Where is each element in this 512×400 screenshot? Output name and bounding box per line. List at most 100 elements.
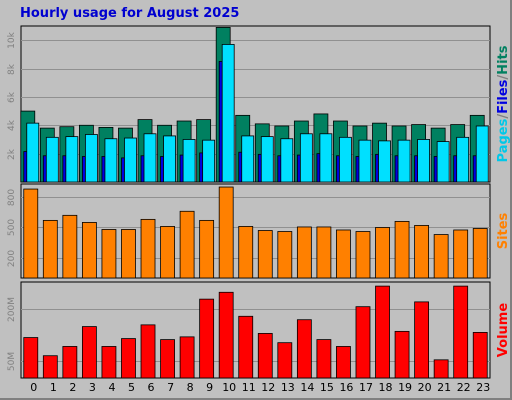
traffic-ytick-label: 2k — [7, 148, 17, 160]
bar-volume-11 — [238, 315, 254, 379]
xtick-label-16: 16 — [339, 381, 353, 394]
xtick-label-19: 19 — [398, 381, 412, 394]
bar-sites-22 — [453, 229, 469, 279]
bar-volume-18 — [375, 285, 390, 379]
sites-ytick-label: 200 — [7, 250, 17, 267]
traffic-ytick-label: 10k — [7, 31, 17, 48]
sites-legend-part: Sites — [496, 212, 511, 249]
bar-pages-7 — [163, 135, 176, 183]
traffic-ytick-label: 4k — [7, 119, 17, 131]
bar-pages-16 — [339, 136, 352, 183]
sites-legend-label: Sites — [496, 212, 511, 249]
bar-sites-2 — [62, 214, 78, 279]
bar-volume-15 — [316, 339, 332, 379]
xtick-label-10: 10 — [222, 381, 236, 394]
bar-pages-6 — [143, 133, 157, 183]
bar-volume-2 — [62, 346, 78, 379]
bar-sites-16 — [336, 229, 351, 279]
xtick-label-2: 2 — [69, 381, 76, 394]
bar-pages-4 — [104, 138, 118, 183]
bar-volume-16 — [336, 346, 351, 379]
bar-volume-12 — [257, 333, 273, 379]
xtick-label-1: 1 — [50, 381, 57, 394]
traffic-legend-label: Pages/Files/Hits — [496, 45, 511, 162]
bar-sites-6 — [140, 218, 156, 279]
bar-volume-4 — [101, 346, 117, 379]
bar-sites-9 — [199, 219, 215, 279]
bar-sites-17 — [355, 231, 371, 279]
bar-volume-19 — [394, 330, 410, 379]
xtick-label-6: 6 — [148, 381, 155, 394]
bar-sites-19 — [394, 220, 410, 279]
bar-volume-1 — [42, 355, 58, 379]
bar-sites-15 — [316, 226, 332, 279]
bar-sites-20 — [414, 225, 430, 279]
bar-pages-21 — [436, 141, 450, 183]
sites-ytick-label: 500 — [7, 219, 17, 236]
bar-sites-7 — [160, 226, 175, 279]
xtick-label-14: 14 — [300, 381, 314, 394]
traffic-legend-part: / — [496, 114, 511, 119]
bar-volume-7 — [160, 339, 175, 379]
bar-volume-9 — [199, 298, 215, 379]
bar-pages-14 — [299, 133, 313, 183]
chart-title: Hourly usage for August 2025 — [20, 6, 240, 21]
xtick-label-9: 9 — [206, 381, 213, 394]
bar-volume-14 — [296, 319, 312, 379]
bar-sites-3 — [81, 222, 97, 279]
xtick-label-4: 4 — [108, 381, 115, 394]
xtick-label-15: 15 — [320, 381, 334, 394]
bar-sites-11 — [238, 226, 254, 279]
bar-pages-2 — [65, 136, 79, 183]
volume-ytick-label: 50M — [7, 352, 17, 371]
bar-pages-5 — [124, 137, 137, 183]
xtick-label-18: 18 — [379, 381, 393, 394]
xtick-label-5: 5 — [128, 381, 135, 394]
xtick-label-22: 22 — [457, 381, 471, 394]
bar-volume-6 — [140, 324, 156, 379]
traffic-legend-part: / — [496, 75, 511, 80]
xtick-label-8: 8 — [187, 381, 194, 394]
bar-sites-14 — [296, 226, 312, 279]
bar-volume-22 — [453, 285, 469, 379]
sites-ytick-label: 800 — [7, 189, 17, 206]
bar-volume-23 — [472, 331, 488, 379]
bar-pages-18 — [378, 140, 391, 183]
bar-volume-20 — [414, 301, 430, 379]
xtick-label-17: 17 — [359, 381, 373, 394]
bar-pages-11 — [241, 135, 255, 183]
bar-sites-1 — [42, 219, 58, 279]
bar-sites-21 — [433, 234, 449, 279]
traffic-legend-part: Hits — [496, 45, 511, 75]
xtick-label-0: 0 — [30, 381, 37, 394]
bar-pages-20 — [417, 139, 431, 183]
bar-pages-22 — [456, 136, 470, 183]
xtick-label-11: 11 — [242, 381, 256, 394]
bar-volume-8 — [179, 336, 195, 379]
bar-volume-5 — [121, 338, 136, 379]
bar-sites-12 — [257, 230, 273, 279]
xtick-label-21: 21 — [437, 381, 451, 394]
xtick-label-12: 12 — [261, 381, 275, 394]
traffic-ytick-label: 8k — [7, 63, 17, 75]
sites-plot-area — [20, 183, 491, 279]
bar-pages-17 — [358, 139, 372, 183]
bar-sites-13 — [277, 231, 293, 279]
volume-legend-part: Volume — [496, 303, 511, 358]
bar-volume-21 — [433, 359, 449, 379]
bar-pages-10 — [221, 44, 235, 183]
bar-pages-9 — [202, 139, 216, 183]
bar-pages-0 — [26, 122, 40, 183]
traffic-ytick-label: 6k — [7, 91, 17, 103]
bar-volume-0 — [23, 337, 39, 379]
bar-sites-4 — [101, 229, 117, 279]
bar-pages-1 — [45, 136, 59, 183]
bar-sites-0 — [23, 188, 39, 279]
volume-ytick-label: 200M — [7, 297, 17, 322]
bar-sites-8 — [179, 210, 195, 279]
bar-pages-8 — [182, 139, 196, 183]
bar-pages-19 — [397, 139, 411, 183]
bar-pages-12 — [260, 136, 274, 183]
xtick-label-3: 3 — [89, 381, 96, 394]
xtick-label-13: 13 — [281, 381, 295, 394]
